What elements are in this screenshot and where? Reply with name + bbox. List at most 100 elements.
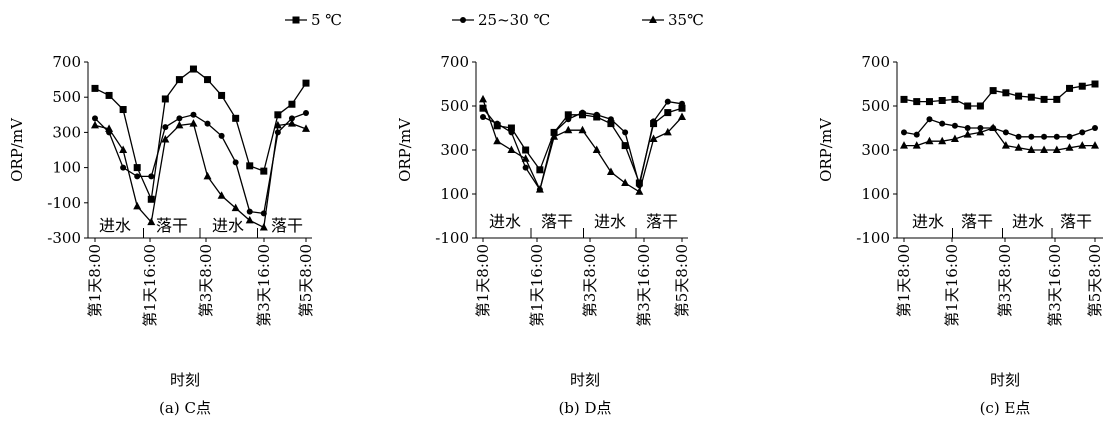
y-axis-label: ORP/mV (817, 117, 835, 182)
panel-caption: (b) D点 (558, 399, 611, 417)
y-tick-label: 500 (861, 97, 890, 115)
data-point-triangle (925, 136, 934, 145)
y-axis-label: ORP/mV (396, 117, 414, 182)
x-axis-label: 时刻 (570, 371, 600, 389)
data-point-circle (607, 116, 614, 123)
legend-label: 35℃ (668, 11, 704, 29)
x-tick-label: 第5天8:00 (297, 244, 315, 317)
data-point-circle (964, 125, 971, 131)
phase-label: 落干 (541, 212, 573, 231)
data-point-square (1066, 84, 1074, 92)
data-point-square (133, 164, 141, 172)
data-point-circle (901, 129, 907, 136)
data-point-circle (593, 111, 600, 118)
data-point-circle (650, 118, 657, 125)
data-point-square (522, 146, 530, 154)
data-point-circle (1079, 129, 1086, 136)
data-point-circle (951, 122, 958, 129)
data-point-square (479, 104, 487, 112)
series-line-3 (94, 122, 307, 229)
chart-panel-1: 700 500 300 100 -100 -300 ORP/mV 第1天8:00 第1天16:0… (8, 53, 315, 417)
y-tick-label: -300 (47, 229, 81, 247)
data-point-triangle (479, 94, 487, 103)
data-point-square (564, 111, 572, 119)
x-tick-label: 第3天8:00 (581, 244, 599, 317)
data-point-circle (134, 173, 141, 180)
legend-label: 5 ℃ (311, 11, 342, 29)
data-point-square (678, 104, 686, 112)
data-point-triangle (507, 145, 516, 153)
data-point-circle (522, 164, 529, 171)
legend-item: 5 ℃ (285, 11, 342, 29)
x-tick-label: 第3天16:00 (1046, 244, 1064, 327)
data-point-circle (494, 120, 501, 127)
x-tick-label: 第1天8:00 (474, 244, 492, 317)
legend-label: 25~30 ℃ (478, 11, 550, 29)
data-point-triangle (287, 119, 296, 127)
y-tick-label: 300 (440, 141, 469, 159)
x-axis-label: 时刻 (990, 371, 1020, 389)
data-point-triangle (963, 130, 972, 138)
data-point-triangle (217, 191, 226, 199)
y-tick-label: 700 (861, 53, 890, 71)
y-tick-label: 500 (52, 88, 81, 106)
data-point-triangle (231, 203, 240, 212)
chart-panel-3: 700 500 300 100 -100 ORP/mV 第1天8:00 第1天16:00 第3天… (817, 53, 1104, 417)
y-tick-label: 100 (440, 185, 469, 203)
data-point-triangle (1014, 143, 1023, 151)
x-tick-label: 第5天8:00 (1086, 244, 1104, 317)
y-axis-label: ORP/mV (8, 117, 26, 182)
data-point-square (189, 65, 197, 73)
data-point-circle (92, 115, 98, 122)
data-point-triangle (1040, 145, 1049, 153)
data-point-square (913, 98, 921, 106)
phase-label: 进水 (99, 216, 131, 235)
x-tick-label: 第1天8:00 (86, 244, 104, 317)
phase-label: 进水 (489, 212, 521, 231)
data-point-triangle (521, 154, 530, 162)
data-point-triangle (578, 125, 587, 134)
data-point-triangle (900, 141, 908, 149)
phase-label: 落干 (961, 212, 993, 231)
data-point-square (91, 84, 99, 92)
data-point-circle (162, 124, 169, 131)
y-tick-label: -100 (47, 194, 81, 212)
data-point-square (246, 162, 254, 170)
data-point-square (664, 109, 672, 117)
y-tick-label: -100 (856, 229, 890, 247)
data-point-circle (176, 115, 183, 122)
x-tick-label: 第3天8:00 (197, 244, 215, 317)
data-point-triangle (678, 112, 686, 120)
series-line-1 (903, 83, 1096, 107)
data-point-square (119, 106, 127, 114)
data-point-square (1091, 80, 1099, 88)
data-point-circle (288, 115, 295, 122)
phase-label: 落干 (646, 212, 678, 231)
data-point-triangle (592, 145, 601, 153)
x-tick-label: 第1天8:00 (895, 244, 913, 317)
x-tick-label: 第5天8:00 (673, 244, 691, 317)
series-line-2 (903, 118, 1096, 138)
data-point-square (900, 95, 908, 103)
data-point-triangle (1052, 145, 1061, 153)
data-point-square (989, 87, 997, 95)
data-point-square (274, 111, 282, 119)
data-point-circle (232, 159, 239, 166)
data-point-circle (120, 164, 127, 171)
data-point-triangle (635, 187, 644, 195)
series-line-3 (904, 127, 1095, 151)
data-point-square (1027, 93, 1035, 101)
data-point-triangle (1091, 141, 1099, 149)
data-point-square (288, 100, 296, 108)
data-point-circle (679, 100, 685, 107)
legend-item: 35℃ (642, 11, 704, 29)
data-point-circle (508, 129, 515, 136)
data-point-triangle (259, 222, 268, 231)
series-line-1 (94, 68, 307, 202)
data-point-square (938, 97, 946, 104)
data-point-triangle (119, 145, 128, 153)
data-point-triangle (649, 134, 658, 142)
data-point-triangle (175, 120, 184, 129)
data-point-triangle (1078, 141, 1087, 149)
phase-label: 进水 (212, 216, 244, 235)
